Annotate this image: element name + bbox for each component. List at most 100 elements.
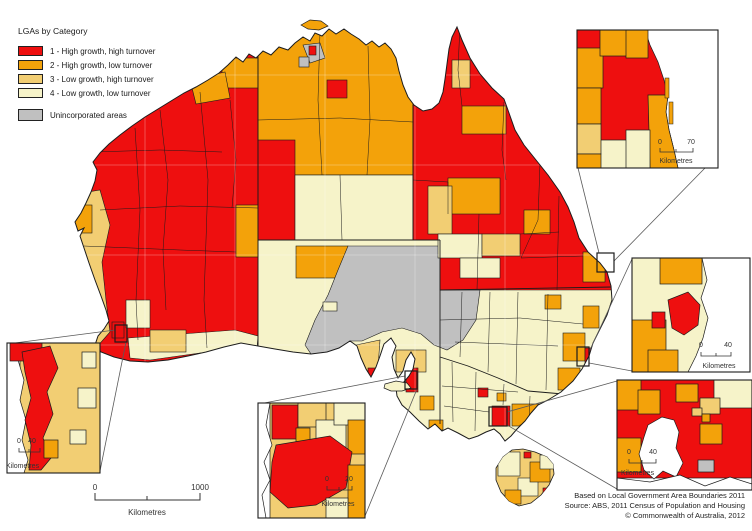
lga-region: 0 <box>17 438 21 445</box>
lga-region <box>326 79 348 99</box>
lga-region <box>43 439 59 459</box>
legend-item: 3 - Low growth, high turnover <box>18 73 155 85</box>
source-line: © Commonwealth of Australia, 2012 <box>625 511 745 520</box>
lga-region <box>523 451 532 459</box>
lga-region <box>502 383 505 406</box>
main-scale-unit: Kilometres <box>128 508 166 517</box>
lga-region <box>317 31 323 176</box>
lga-region <box>474 371 477 432</box>
lga-region <box>294 174 414 241</box>
inset-seq-border <box>576 29 719 169</box>
leader-line <box>6 329 116 345</box>
lga-region <box>699 397 721 415</box>
lga-region <box>504 489 522 505</box>
lga-region <box>412 179 449 214</box>
main-scale-start: 0 <box>93 483 98 492</box>
leader-line <box>588 258 633 353</box>
legend-swatch-category-4 <box>18 88 43 98</box>
lga-region <box>557 367 581 391</box>
inset-sydney-border <box>631 257 751 373</box>
lga-region <box>582 305 600 329</box>
lga-region <box>481 233 521 257</box>
lga-region <box>617 474 752 490</box>
lga-region: 40 <box>28 438 36 445</box>
legend-item: 2 - High growth, low turnover <box>18 59 155 71</box>
leader-line <box>613 167 706 262</box>
legend-item-label: 3 - Low growth, high turnover <box>50 74 154 84</box>
lga-region <box>517 477 539 497</box>
perth-source-box <box>114 324 128 343</box>
lga-region <box>447 177 501 215</box>
lga-region <box>539 454 554 470</box>
lga-region <box>675 383 699 403</box>
lga-region <box>699 423 723 445</box>
lga-region <box>487 291 491 373</box>
lga-region: 20 <box>345 476 353 483</box>
lga-region: Kilometres <box>6 463 40 470</box>
legend-item-label: 1 - High growth, high turnover <box>50 46 156 56</box>
lga-region <box>701 413 711 423</box>
lga-region <box>258 403 273 518</box>
inset-perth-border <box>6 342 101 474</box>
lga-region <box>125 299 151 329</box>
lga-region <box>476 213 480 291</box>
lga-region <box>647 349 679 372</box>
lga-region: 0 <box>699 342 703 349</box>
lga-region <box>515 291 519 385</box>
lga-region <box>134 127 141 341</box>
lga-region <box>443 405 490 413</box>
lga-region <box>439 317 584 325</box>
lga-region <box>459 257 501 279</box>
lga-region <box>257 139 296 241</box>
legend-item-label: Unincorporated areas <box>50 110 127 120</box>
lga-region <box>659 148 694 153</box>
leader-line <box>588 362 633 372</box>
lga-region <box>229 99 237 209</box>
lga-region <box>599 30 629 57</box>
lga-region <box>667 291 701 336</box>
melville-island <box>300 19 329 31</box>
lga-region <box>497 451 521 477</box>
lga-region <box>570 167 590 189</box>
lga-region <box>628 459 657 464</box>
lga-region <box>235 204 259 258</box>
leader-line <box>506 380 618 413</box>
lga-region: 40 <box>649 449 657 456</box>
lga-region <box>577 47 604 89</box>
lga-region: 40 <box>724 342 732 349</box>
qld-nsw-border <box>439 286 612 291</box>
lga-region <box>668 101 674 125</box>
lga-region: 0 <box>658 139 662 146</box>
lga-region <box>91 149 223 153</box>
lga-region: Kilometres <box>659 158 693 165</box>
lga-region <box>395 349 427 373</box>
lga-region <box>199 91 209 349</box>
lga-region <box>625 129 651 168</box>
sa-unincorporated <box>304 245 481 355</box>
lga-region: 0 <box>325 476 329 483</box>
lga-region <box>520 255 584 259</box>
leader-line <box>577 167 600 254</box>
lga-region: Kilometres <box>321 501 355 508</box>
lga-region <box>659 258 703 285</box>
lga-region <box>325 497 349 518</box>
legend-item-label: 2 - High growth, low turnover <box>50 60 153 70</box>
lga-region: 0 <box>627 449 631 456</box>
legend-item: 4 - Low growth, low turnover <box>18 87 155 99</box>
lga-region <box>83 245 237 253</box>
lga-region <box>544 294 562 310</box>
lga-region <box>461 105 507 135</box>
darwin <box>308 45 317 56</box>
seq-source-box <box>596 252 615 273</box>
lga-region <box>459 291 463 358</box>
leader-line <box>506 424 618 490</box>
lga-region <box>511 403 559 427</box>
lga-region <box>625 30 649 59</box>
leader-line <box>258 375 406 405</box>
lga-region <box>691 407 703 417</box>
lga-region <box>257 117 414 123</box>
lga-region <box>298 56 310 68</box>
lga-region <box>427 185 453 235</box>
lga-region <box>441 385 519 393</box>
